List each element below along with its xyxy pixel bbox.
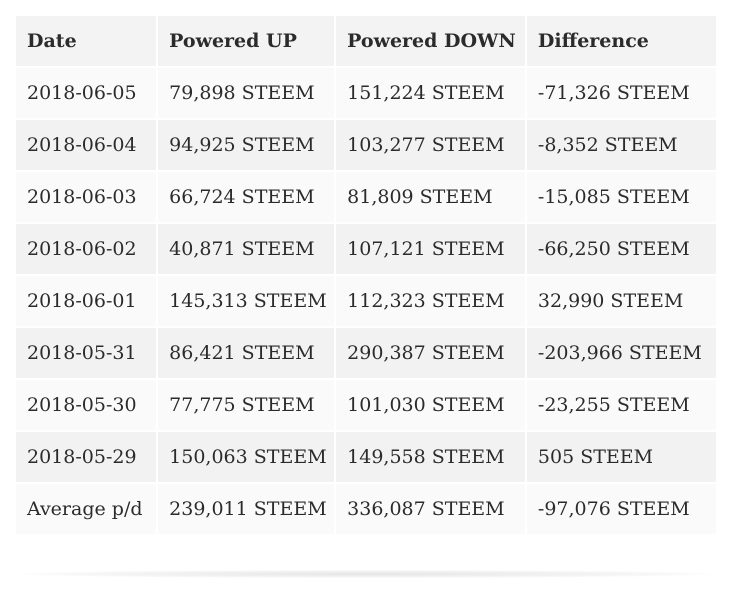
header-difference: Difference [526, 16, 716, 66]
cell-difference: -97,076 STEEM [526, 484, 716, 534]
cell-powered-down: 107,121 STEEM [336, 224, 525, 274]
cell-powered-up: 77,775 STEEM [158, 380, 335, 430]
cell-powered-up: 239,011 STEEM [158, 484, 335, 534]
cell-difference: -8,352 STEEM [526, 120, 716, 170]
cell-powered-up: 66,724 STEEM [158, 172, 335, 222]
table-header-row: Date Powered UP Powered DOWN Difference [16, 16, 716, 66]
table-row-average: Average p/d 239,011 STEEM 336,087 STEEM … [16, 484, 716, 534]
cell-difference: 505 STEEM [526, 432, 716, 482]
cell-powered-down: 81,809 STEEM [336, 172, 525, 222]
cell-date: Average p/d [16, 484, 157, 534]
cell-powered-down: 149,558 STEEM [336, 432, 525, 482]
cell-date: 2018-05-31 [16, 328, 157, 378]
cell-powered-up: 79,898 STEEM [158, 68, 335, 118]
cell-powered-up: 86,421 STEEM [158, 328, 335, 378]
powerup-powerdown-table: Date Powered UP Powered DOWN Difference … [14, 14, 718, 536]
cell-powered-up: 94,925 STEEM [158, 120, 335, 170]
cell-difference: -203,966 STEEM [526, 328, 716, 378]
table-row: 2018-05-30 77,775 STEEM 101,030 STEEM -2… [16, 380, 716, 430]
table-row: 2018-05-29 150,063 STEEM 149,558 STEEM 5… [16, 432, 716, 482]
cell-date: 2018-06-05 [16, 68, 157, 118]
cell-difference: -23,255 STEEM [526, 380, 716, 430]
cell-powered-down: 290,387 STEEM [336, 328, 525, 378]
cell-date: 2018-06-04 [16, 120, 157, 170]
cell-powered-up: 40,871 STEEM [158, 224, 335, 274]
cell-powered-up: 150,063 STEEM [158, 432, 335, 482]
cell-date: 2018-05-30 [16, 380, 157, 430]
powerup-table-container: Date Powered UP Powered DOWN Difference … [16, 16, 716, 534]
cell-powered-down: 151,224 STEEM [336, 68, 525, 118]
table-bottom-shadow [20, 570, 712, 578]
cell-powered-down: 101,030 STEEM [336, 380, 525, 430]
header-powered-down: Powered DOWN [336, 16, 525, 66]
cell-date: 2018-06-03 [16, 172, 157, 222]
table-row: 2018-06-04 94,925 STEEM 103,277 STEEM -8… [16, 120, 716, 170]
table-row: 2018-06-03 66,724 STEEM 81,809 STEEM -15… [16, 172, 716, 222]
cell-difference: -15,085 STEEM [526, 172, 716, 222]
cell-difference: 32,990 STEEM [526, 276, 716, 326]
cell-difference: -66,250 STEEM [526, 224, 716, 274]
cell-date: 2018-06-01 [16, 276, 157, 326]
table-row: 2018-05-31 86,421 STEEM 290,387 STEEM -2… [16, 328, 716, 378]
header-powered-up: Powered UP [158, 16, 335, 66]
header-date: Date [16, 16, 157, 66]
table-row: 2018-06-01 145,313 STEEM 112,323 STEEM 3… [16, 276, 716, 326]
table-row: 2018-06-02 40,871 STEEM 107,121 STEEM -6… [16, 224, 716, 274]
cell-date: 2018-06-02 [16, 224, 157, 274]
cell-powered-down: 112,323 STEEM [336, 276, 525, 326]
cell-powered-up: 145,313 STEEM [158, 276, 335, 326]
cell-powered-down: 103,277 STEEM [336, 120, 525, 170]
cell-powered-down: 336,087 STEEM [336, 484, 525, 534]
table-row: 2018-06-05 79,898 STEEM 151,224 STEEM -7… [16, 68, 716, 118]
cell-date: 2018-05-29 [16, 432, 157, 482]
cell-difference: -71,326 STEEM [526, 68, 716, 118]
